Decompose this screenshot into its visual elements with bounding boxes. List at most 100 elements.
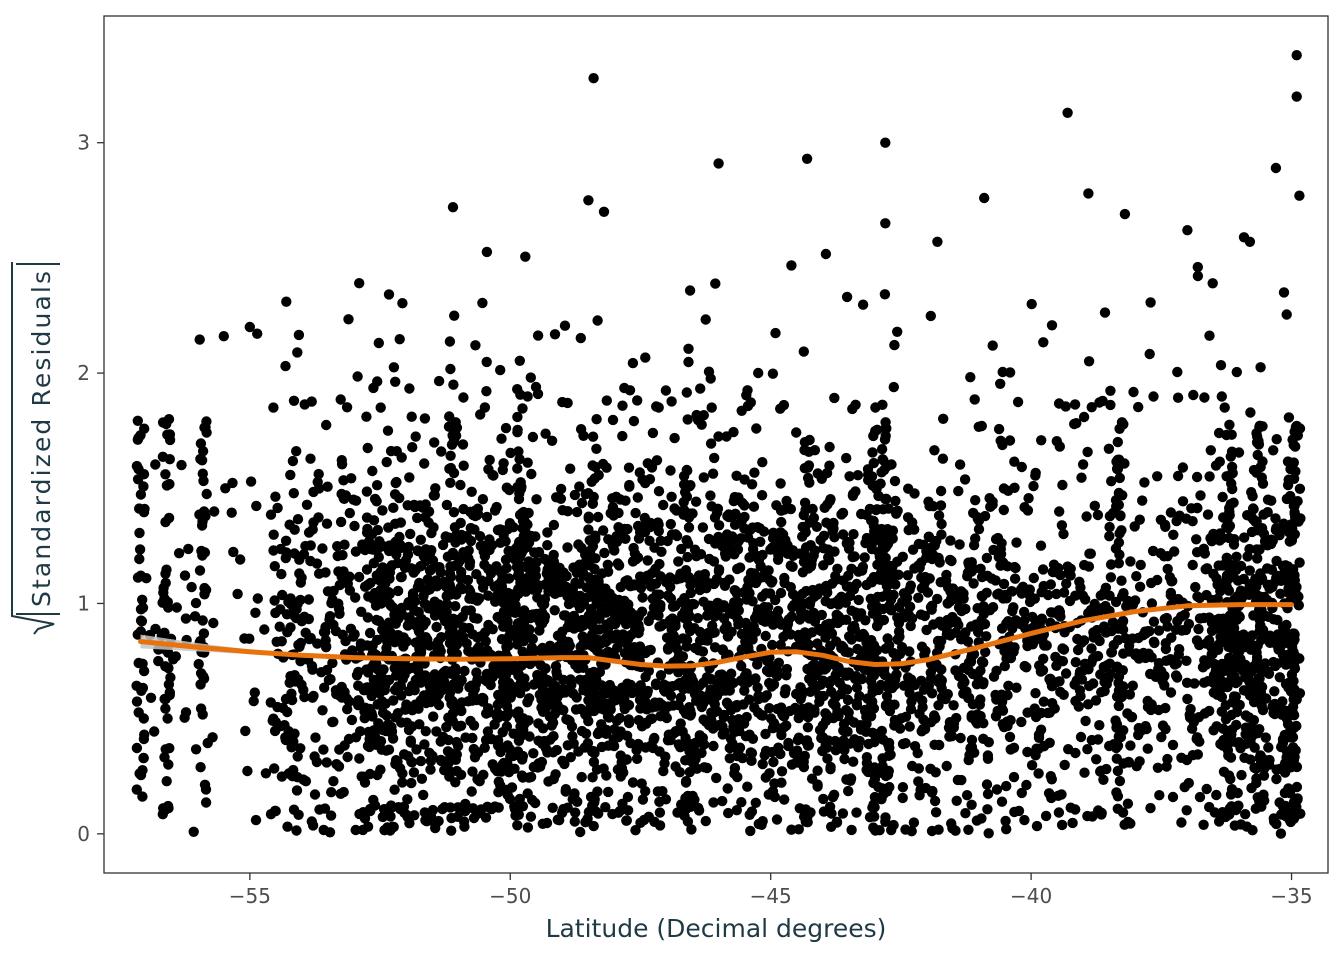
data-point bbox=[515, 677, 527, 688]
data-point bbox=[420, 726, 431, 737]
data-point bbox=[621, 730, 633, 741]
data-point bbox=[749, 674, 761, 685]
data-point bbox=[625, 629, 637, 641]
data-point bbox=[771, 500, 782, 511]
data-point bbox=[800, 609, 811, 620]
data-point bbox=[741, 668, 752, 679]
data-point bbox=[515, 730, 527, 742]
data-point bbox=[415, 755, 427, 767]
data-point bbox=[981, 631, 992, 642]
data-point bbox=[488, 470, 499, 481]
data-point bbox=[799, 549, 811, 561]
data-point bbox=[415, 534, 426, 545]
data-point bbox=[935, 485, 947, 497]
data-point bbox=[981, 779, 993, 790]
data-point bbox=[267, 715, 278, 726]
data-point bbox=[450, 601, 461, 612]
data-point bbox=[1037, 564, 1049, 575]
data-point bbox=[744, 588, 755, 599]
data-point bbox=[1077, 459, 1089, 470]
data-point bbox=[197, 615, 208, 626]
outlier-point bbox=[354, 278, 365, 289]
data-point bbox=[882, 524, 893, 535]
data-point bbox=[1104, 668, 1116, 680]
data-point bbox=[1255, 610, 1266, 621]
data-point bbox=[855, 720, 866, 731]
data-point bbox=[401, 717, 413, 728]
data-point bbox=[470, 340, 481, 351]
data-point bbox=[465, 715, 476, 727]
data-point bbox=[667, 613, 678, 624]
data-point bbox=[576, 725, 588, 737]
data-point bbox=[383, 289, 395, 300]
data-point bbox=[767, 368, 779, 379]
data-point bbox=[750, 797, 761, 808]
data-point bbox=[998, 504, 1009, 516]
data-point bbox=[414, 577, 425, 589]
data-point bbox=[758, 526, 770, 537]
data-point bbox=[557, 755, 568, 766]
data-point bbox=[1008, 646, 1019, 657]
data-point bbox=[767, 576, 778, 587]
data-point bbox=[1189, 678, 1200, 689]
data-point bbox=[672, 644, 683, 655]
data-point bbox=[180, 613, 192, 624]
data-point bbox=[755, 536, 766, 547]
data-point bbox=[881, 580, 893, 592]
data-point bbox=[1210, 665, 1222, 676]
data-point bbox=[577, 614, 588, 626]
data-point bbox=[998, 578, 1010, 590]
data-point bbox=[669, 503, 680, 514]
data-point bbox=[441, 721, 452, 733]
data-point bbox=[1053, 609, 1064, 620]
data-point bbox=[869, 728, 880, 739]
data-point bbox=[681, 572, 693, 583]
data-point bbox=[576, 542, 587, 554]
data-point bbox=[536, 702, 547, 713]
data-point bbox=[1204, 471, 1215, 482]
smooth-line bbox=[138, 602, 1294, 669]
data-point bbox=[904, 721, 915, 732]
data-point bbox=[1038, 653, 1049, 664]
data-point bbox=[804, 673, 815, 684]
data-point bbox=[1220, 579, 1231, 590]
data-point bbox=[976, 656, 988, 667]
data-point bbox=[1004, 435, 1016, 446]
data-point bbox=[377, 665, 388, 676]
data-point bbox=[739, 511, 750, 523]
data-point bbox=[287, 769, 298, 780]
data-point bbox=[762, 602, 774, 613]
data-point bbox=[778, 399, 790, 411]
data-point bbox=[1113, 499, 1125, 511]
data-point bbox=[415, 560, 427, 572]
data-point bbox=[575, 332, 586, 344]
data-point bbox=[587, 620, 598, 632]
data-point bbox=[1288, 473, 1300, 484]
outlier-point bbox=[588, 73, 599, 84]
data-point bbox=[517, 754, 528, 765]
data-point bbox=[585, 672, 596, 683]
data-point bbox=[767, 533, 779, 544]
data-point bbox=[334, 690, 345, 701]
data-point bbox=[1231, 706, 1243, 718]
data-point bbox=[830, 570, 841, 582]
data-point bbox=[369, 800, 381, 811]
data-point bbox=[436, 755, 447, 767]
data-point bbox=[426, 527, 437, 539]
data-point bbox=[414, 719, 425, 730]
data-point bbox=[1046, 681, 1058, 692]
data-point bbox=[1224, 623, 1236, 634]
data-point bbox=[1069, 418, 1080, 430]
data-point bbox=[531, 612, 543, 624]
data-point bbox=[1115, 687, 1126, 699]
data-point bbox=[479, 402, 491, 413]
data-point bbox=[268, 529, 279, 540]
data-point bbox=[136, 685, 147, 696]
data-point bbox=[1039, 640, 1050, 651]
data-point bbox=[138, 752, 149, 764]
data-point bbox=[1162, 563, 1173, 575]
data-point bbox=[662, 590, 674, 601]
data-point bbox=[708, 740, 719, 752]
data-point bbox=[867, 608, 879, 619]
data-point bbox=[1191, 635, 1203, 646]
